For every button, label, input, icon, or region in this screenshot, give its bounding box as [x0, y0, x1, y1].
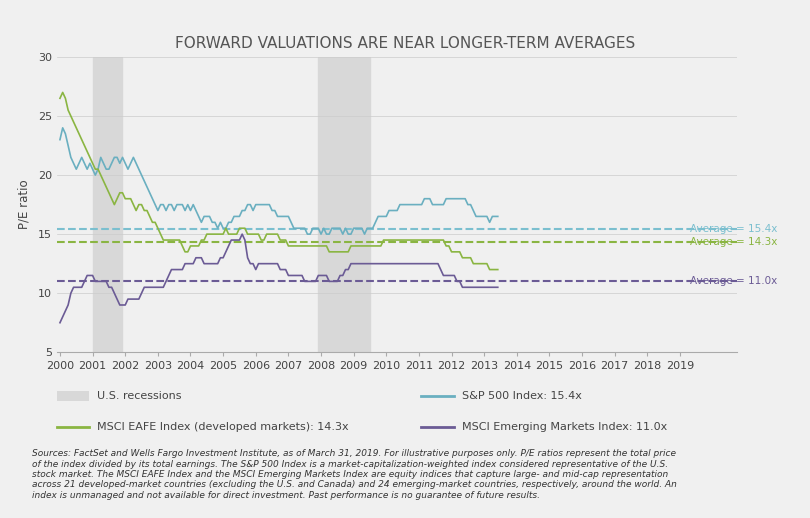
- Text: MSCI EAFE Index (developed markets): 14.3x: MSCI EAFE Index (developed markets): 14.…: [97, 422, 349, 433]
- Text: MSCI Emerging Markets Index: 11.0x: MSCI Emerging Markets Index: 11.0x: [462, 422, 667, 433]
- Text: U.S. recessions: U.S. recessions: [97, 391, 181, 401]
- Bar: [318, 57, 370, 352]
- Text: Average = 11.0x: Average = 11.0x: [690, 277, 777, 286]
- Text: S&P 500 Index: 15.4x: S&P 500 Index: 15.4x: [462, 391, 582, 401]
- Text: Average = 15.4x: Average = 15.4x: [690, 224, 777, 235]
- Text: Sources: FactSet and Wells Fargo Investment Institute, as of March 31, 2019. For: Sources: FactSet and Wells Fargo Investm…: [32, 449, 677, 500]
- Y-axis label: P/E ratio: P/E ratio: [18, 180, 31, 229]
- Text: Average = 14.3x: Average = 14.3x: [690, 237, 777, 248]
- Text: FORWARD VALUATIONS ARE NEAR LONGER-TERM AVERAGES: FORWARD VALUATIONS ARE NEAR LONGER-TERM …: [175, 36, 635, 51]
- Bar: [92, 57, 122, 352]
